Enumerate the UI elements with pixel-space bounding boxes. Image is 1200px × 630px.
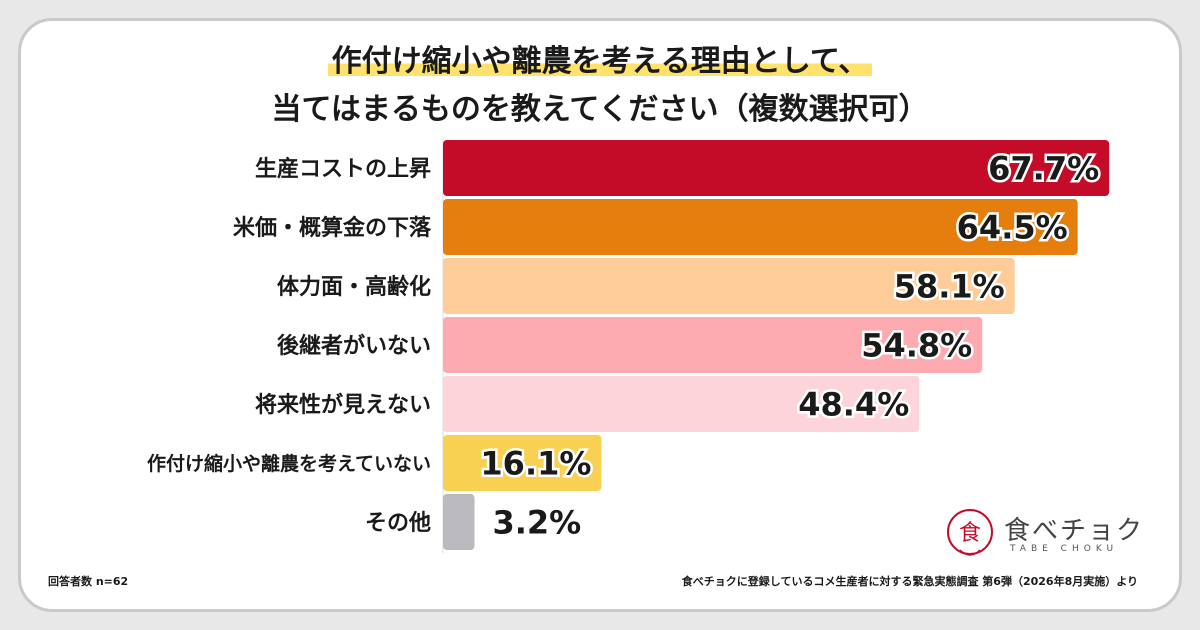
bar xyxy=(443,258,1015,314)
value-label: 16.1% xyxy=(480,445,591,483)
category-label: 生産コストの上昇 xyxy=(255,156,431,182)
logo-subtext: TABE CHOKU xyxy=(1010,544,1119,554)
value-label: 58.1% xyxy=(894,268,1005,306)
category-label: 後継者がいない xyxy=(277,333,431,359)
bar xyxy=(443,140,1110,196)
value-label: 64.5% xyxy=(957,209,1068,247)
svg-text:食: 食 xyxy=(959,521,981,546)
tabechoku-logo: 食 食べチョク TABE CHOKU xyxy=(944,506,1144,560)
category-label: 米価・概算金の下落 xyxy=(233,215,432,241)
category-label: 将来性が見えない xyxy=(255,392,431,418)
value-label: 67.7% xyxy=(988,150,1099,188)
value-label: 54.8% xyxy=(861,327,972,365)
bar xyxy=(443,435,602,491)
chart-title-line1: 作付け縮小や離農を考える理由として、 xyxy=(0,36,1200,80)
title-highlight: 作付け縮小や離農を考える理由として、 xyxy=(327,44,873,79)
sample-size-note: 回答者数 n=62 xyxy=(48,575,129,588)
bar xyxy=(443,376,920,432)
category-label: 作付け縮小や離農を考えていない xyxy=(147,452,431,475)
logo-text: 食べチョク xyxy=(1004,516,1145,546)
category-label: 体力面・高齢化 xyxy=(277,274,431,300)
logo-mark-icon: 食 xyxy=(947,509,993,556)
chart-card xyxy=(18,18,1182,612)
value-label: 48.4% xyxy=(798,386,909,424)
source-note: 食べチョクに登録しているコメ生産者に対する緊急実態調査 第6弾（2026年8月実… xyxy=(681,575,1138,588)
category-label: その他 xyxy=(365,511,431,536)
bar xyxy=(443,199,1078,255)
bar xyxy=(443,317,983,373)
chart-title-line2: 当てはまるものを教えてください（複数選択可） xyxy=(271,92,929,127)
bar xyxy=(443,494,475,550)
value-label: 3.2% xyxy=(492,504,581,542)
